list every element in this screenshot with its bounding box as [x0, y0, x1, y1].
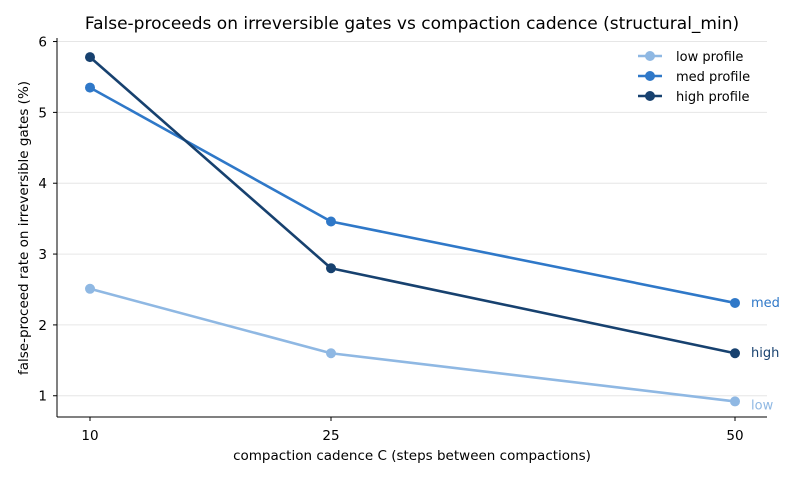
y-tick-label: 5: [38, 105, 47, 121]
chart-title: False-proceeds on irreversible gates vs …: [85, 14, 739, 34]
series-end-label: low: [751, 398, 774, 413]
y-tick-label: 1: [38, 389, 47, 405]
y-tick-label: 4: [38, 176, 47, 192]
data-point: [85, 82, 95, 93]
x-axis-label: compaction cadence C (steps between comp…: [233, 448, 591, 464]
data-point: [730, 396, 740, 407]
y-axis-ticks: 1 2 3 4 5 6: [38, 35, 57, 405]
y-tick-label: 3: [38, 247, 47, 263]
data-point: [85, 52, 95, 63]
legend-label: high profile: [676, 90, 750, 105]
legend-item: med profile: [638, 70, 750, 85]
series-line: [89, 287, 736, 403]
data-point: [326, 216, 336, 227]
x-axis-ticks: 10 25 50: [81, 417, 744, 444]
series-end-label: med: [751, 296, 780, 311]
series-line: [89, 56, 736, 355]
series-low: low: [85, 283, 774, 413]
legend-item: high profile: [638, 90, 750, 105]
y-axis-label: false-proceed rate on irreversible gates…: [16, 81, 32, 375]
x-tick-label: 10: [81, 428, 98, 444]
series-high: high: [85, 52, 779, 361]
series-line: [89, 86, 736, 305]
y-tick-label: 2: [38, 318, 47, 334]
data-point: [326, 263, 336, 274]
series-end-label: high: [751, 346, 779, 361]
data-point: [326, 348, 336, 359]
y-tick-label: 6: [38, 35, 47, 51]
legend: low profile med profile high profile: [638, 50, 750, 105]
legend-label: med profile: [676, 70, 750, 85]
legend-item: low profile: [638, 50, 743, 65]
x-tick-label: 50: [726, 428, 743, 444]
series-group: low med high: [85, 52, 780, 413]
axes: [56, 38, 767, 418]
legend-label: low profile: [676, 50, 743, 65]
data-point: [730, 348, 740, 359]
legend-marker: [645, 71, 655, 81]
x-tick-label: 25: [322, 428, 339, 444]
legend-marker: [645, 51, 655, 61]
legend-marker: [645, 91, 655, 101]
data-point: [730, 297, 740, 308]
gridlines: [57, 41, 767, 397]
data-point: [85, 283, 95, 294]
series-med: med: [85, 82, 780, 311]
